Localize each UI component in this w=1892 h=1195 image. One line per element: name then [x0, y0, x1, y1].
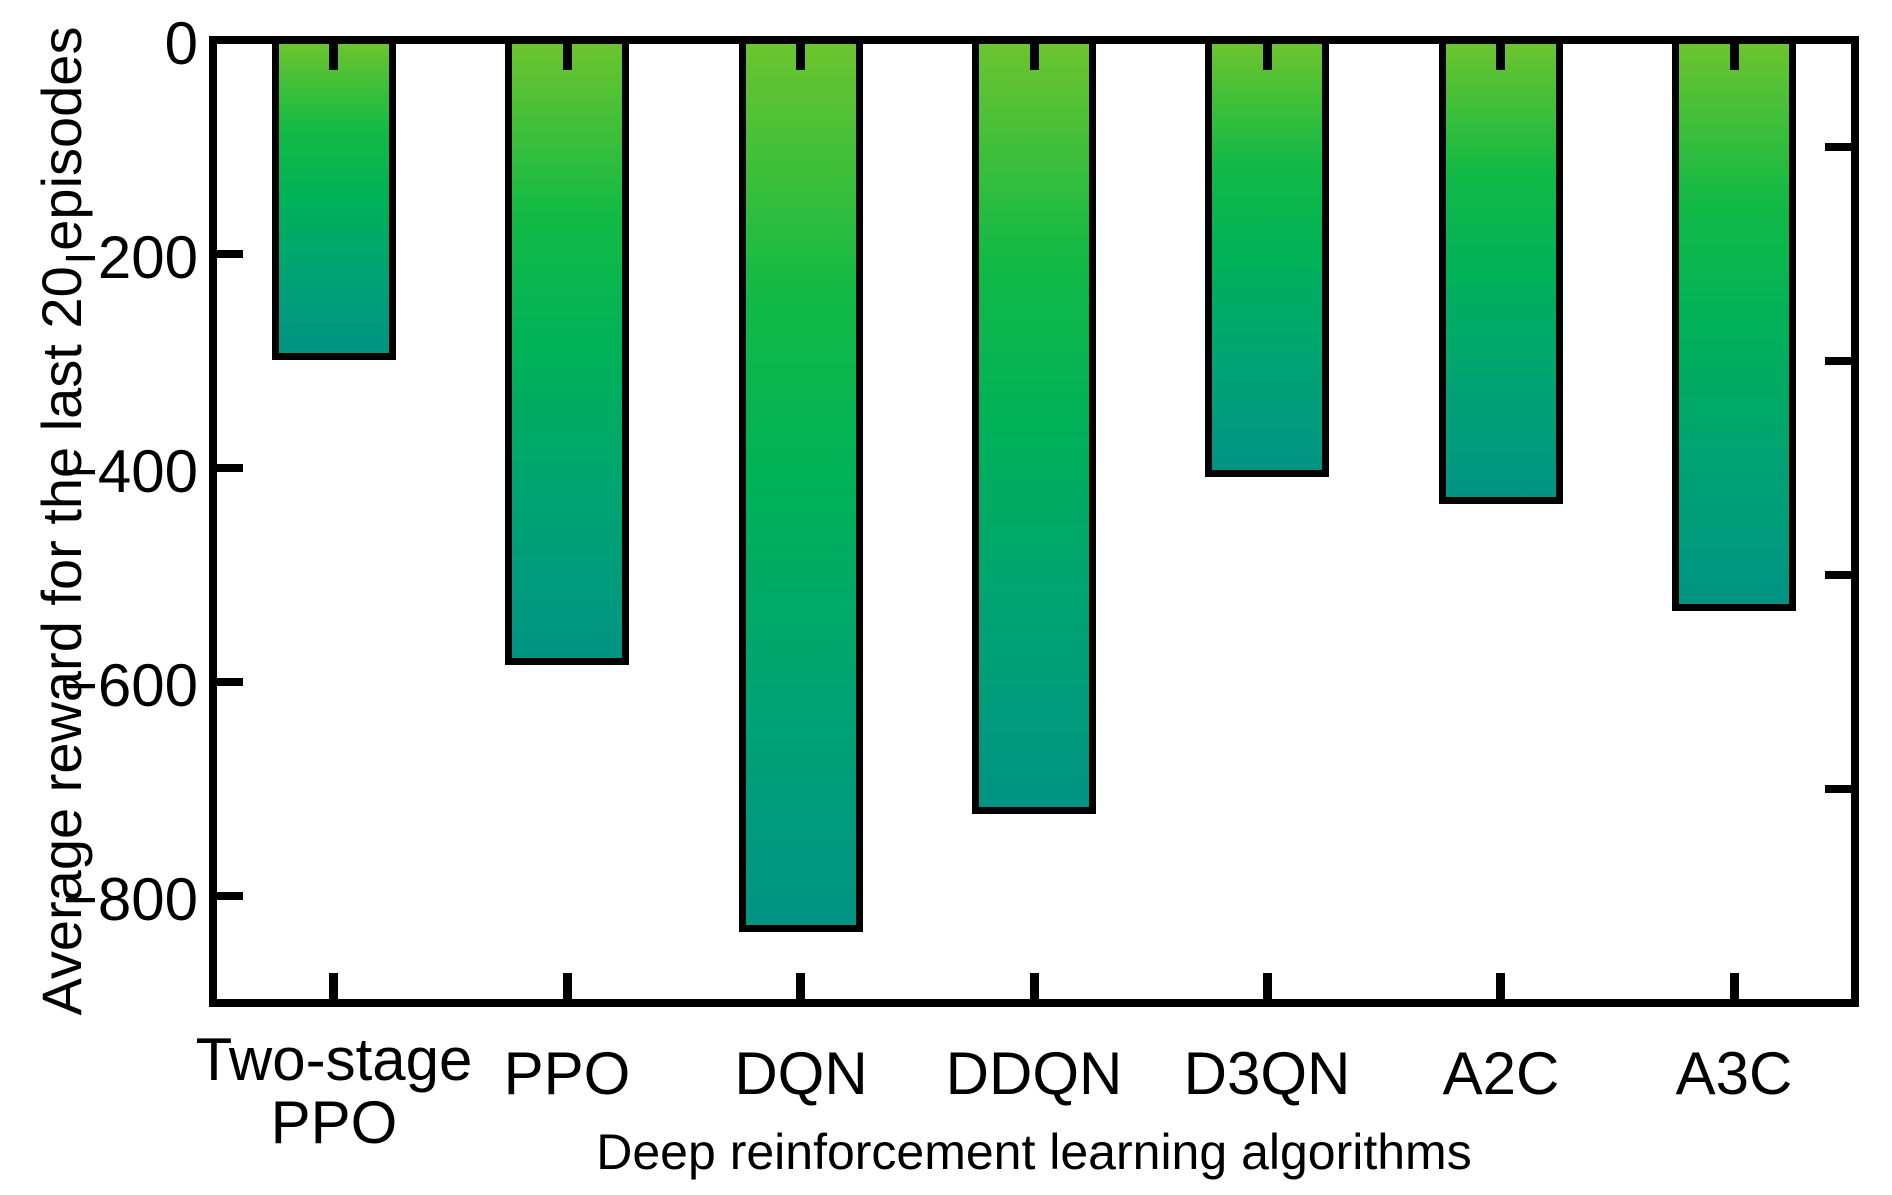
- y-tick-label-400: −400: [62, 438, 198, 505]
- x-tick-label-a2c: A2C: [1351, 1028, 1651, 1105]
- bottom-tick: [563, 973, 572, 999]
- left-y-tick: [217, 892, 243, 900]
- top-tick: [796, 44, 805, 70]
- y-tick-label-0: 0: [164, 10, 198, 77]
- y-tick-label-200: −200: [62, 224, 198, 291]
- top-tick: [1496, 44, 1505, 70]
- bottom-tick: [1496, 973, 1505, 999]
- x-tick-label-ppo: PPO: [417, 1028, 717, 1105]
- top-tick: [329, 44, 338, 70]
- x-tick-label-line: PPO: [503, 1040, 631, 1107]
- bar-a2c: [1439, 44, 1563, 504]
- bar-dqn: [739, 44, 863, 932]
- y-tick-label-600: −600: [62, 652, 198, 719]
- x-tick-label-line: D3QN: [1183, 1040, 1351, 1107]
- top-tick: [1263, 44, 1272, 70]
- top-tick: [563, 44, 572, 70]
- bottom-tick: [329, 973, 338, 999]
- bottom-tick: [1730, 973, 1739, 999]
- left-y-tick: [217, 464, 243, 472]
- top-tick: [1030, 44, 1039, 70]
- bottom-tick: [1030, 973, 1039, 999]
- x-tick-label-line: A2C: [1442, 1040, 1560, 1107]
- right-y-tick: [1825, 571, 1851, 579]
- top-tick: [1730, 44, 1739, 70]
- bottom-tick: [1263, 973, 1272, 999]
- x-axis-title: Deep reinforcement learning algorithms: [596, 1124, 1472, 1180]
- bar-ppo: [505, 44, 629, 665]
- x-tick-label-line: PPO: [270, 1089, 398, 1156]
- bar-ddqn: [972, 44, 1096, 814]
- x-tick-label-line: Two-stage: [195, 1026, 473, 1093]
- bar-a3c: [1672, 44, 1796, 611]
- bar-d3qn: [1205, 44, 1329, 477]
- x-tick-label-dqn: DQN: [651, 1028, 951, 1105]
- x-tick-label-line: A3C: [1675, 1040, 1793, 1107]
- left-y-tick: [217, 678, 243, 686]
- left-y-tick: [217, 250, 243, 258]
- x-tick-label-d3qn: D3QN: [1117, 1028, 1417, 1105]
- y-tick-label-800: −800: [62, 866, 198, 933]
- plot-area: [209, 36, 1859, 1007]
- right-y-tick: [1825, 143, 1851, 151]
- x-tick-label-a3c: A3C: [1584, 1028, 1884, 1105]
- bottom-tick: [796, 973, 805, 999]
- x-tick-label-line: DQN: [734, 1040, 868, 1107]
- x-tick-label-two-stage-ppo: Two-stage PPO: [184, 1028, 484, 1154]
- x-tick-label-line: DDQN: [945, 1040, 1123, 1107]
- right-y-tick: [1825, 357, 1851, 365]
- right-y-tick: [1825, 785, 1851, 793]
- bar-two-stage-ppo: [272, 44, 396, 360]
- x-tick-label-ddqn: DDQN: [884, 1028, 1184, 1105]
